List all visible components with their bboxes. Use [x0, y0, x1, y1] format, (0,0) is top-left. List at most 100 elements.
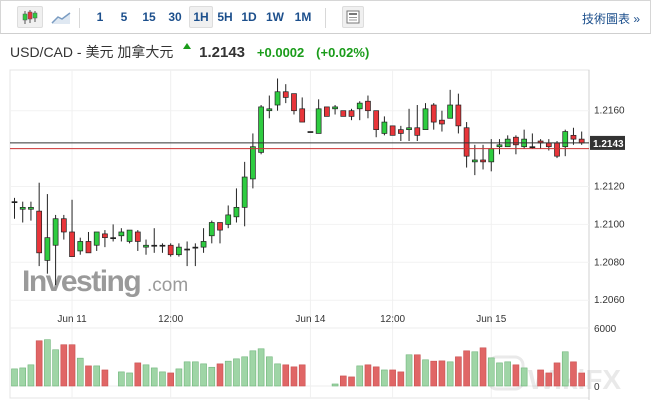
- volume-bar: [578, 372, 585, 387]
- candle-body: [60, 218, 67, 233]
- candlestick-icon: [22, 10, 38, 24]
- candle: [513, 135, 519, 155]
- candle: [93, 231, 100, 251]
- candle-body: [151, 244, 158, 247]
- candle-body: [291, 93, 297, 112]
- candle-body: [28, 206, 34, 210]
- candle-body: [397, 129, 404, 134]
- volume-bar: [422, 359, 429, 387]
- volume-bar: [35, 340, 43, 387]
- y-tick-label: 1.2080: [594, 257, 625, 268]
- volume-bar: [389, 369, 396, 387]
- candle-body: [562, 131, 569, 148]
- interval-1d[interactable]: 1D: [241, 10, 257, 24]
- volume-bar: [52, 349, 59, 387]
- candle: [504, 135, 511, 148]
- candle-body: [496, 144, 503, 148]
- volume-bar: [167, 372, 174, 387]
- volume-bar: [175, 368, 183, 387]
- price-change: +0.0002: [256, 45, 305, 60]
- candle: [241, 161, 248, 227]
- volume-bar: [348, 376, 355, 387]
- volume-bar: [405, 354, 413, 387]
- volume-bar: [241, 356, 248, 387]
- volume-bar: [455, 356, 462, 387]
- candle-body: [208, 222, 215, 237]
- interval-1h[interactable]: 1H: [189, 6, 213, 28]
- candle: [19, 201, 26, 223]
- x-tick-label: 12:00: [380, 314, 405, 325]
- volume-bar: [413, 354, 421, 387]
- candle-body: [365, 100, 371, 112]
- interval-15[interactable]: 15: [142, 10, 156, 24]
- candle: [570, 127, 577, 145]
- volume-bar: [570, 361, 577, 387]
- interval-1[interactable]: 1: [96, 10, 104, 24]
- candle: [44, 194, 51, 274]
- interval-5h[interactable]: 5H: [217, 10, 233, 24]
- interval-5[interactable]: 5: [120, 10, 128, 24]
- candle: [340, 110, 347, 117]
- candle: [348, 108, 355, 121]
- volume-bar: [487, 357, 495, 387]
- candle-body: [233, 206, 240, 218]
- x-tick-label: Jun 14: [295, 314, 325, 325]
- candle: [406, 108, 412, 142]
- candle: [299, 97, 306, 123]
- candle: [332, 105, 338, 115]
- candle: [159, 243, 166, 253]
- document-icon: [346, 10, 360, 24]
- candle-body: [356, 102, 363, 110]
- candle-body: [69, 231, 75, 257]
- news-layout-button[interactable]: [342, 6, 364, 28]
- candle: [315, 99, 322, 134]
- candle-body: [85, 241, 92, 254]
- technical-chart-link[interactable]: 技術圖表 »: [581, 12, 640, 26]
- candlestick-chart-button[interactable]: [17, 6, 43, 28]
- up-arrow-icon: [183, 43, 192, 49]
- candle-body: [176, 246, 182, 256]
- volume-bar: [356, 365, 364, 387]
- candle: [85, 231, 92, 254]
- candle: [11, 197, 18, 219]
- candle-body: [11, 201, 18, 204]
- last-price: 1.2143: [199, 44, 246, 61]
- candle: [471, 144, 478, 176]
- volume-bar: [159, 371, 166, 387]
- interval-30[interactable]: 30: [168, 10, 182, 24]
- candle: [77, 237, 84, 255]
- candle: [266, 95, 273, 119]
- volume-bar: [192, 361, 199, 387]
- volume-bar: [479, 347, 487, 387]
- candle-body: [439, 119, 445, 125]
- volume-bar: [44, 339, 51, 387]
- candle: [134, 230, 141, 251]
- candle-body: [36, 210, 43, 254]
- candle: [282, 84, 289, 104]
- current-price-tag-label: 1.2143: [593, 139, 624, 150]
- candle-body: [340, 110, 347, 117]
- candle: [307, 131, 314, 133]
- volume-bar: [208, 366, 216, 387]
- volume-bar: [274, 363, 281, 387]
- candle: [463, 122, 470, 168]
- candle-body: [77, 241, 84, 252]
- current-price-tag: [590, 135, 625, 150]
- candle-body: [578, 138, 585, 144]
- candle-body: [332, 106, 338, 110]
- candle: [529, 133, 536, 149]
- area-chart-button[interactable]: [49, 7, 73, 27]
- volume-bar: [224, 360, 232, 387]
- candle: [126, 229, 133, 244]
- candle: [36, 182, 43, 267]
- volume-bar: [85, 365, 92, 387]
- interval-1m[interactable]: 1M: [294, 10, 312, 24]
- volume-bar: [290, 366, 298, 387]
- candle: [52, 214, 59, 286]
- candle-body: [463, 127, 470, 157]
- volume-bar: [27, 364, 35, 387]
- candle-body: [44, 237, 51, 261]
- candle-body: [545, 142, 552, 148]
- interval-1w[interactable]: 1W: [266, 10, 284, 24]
